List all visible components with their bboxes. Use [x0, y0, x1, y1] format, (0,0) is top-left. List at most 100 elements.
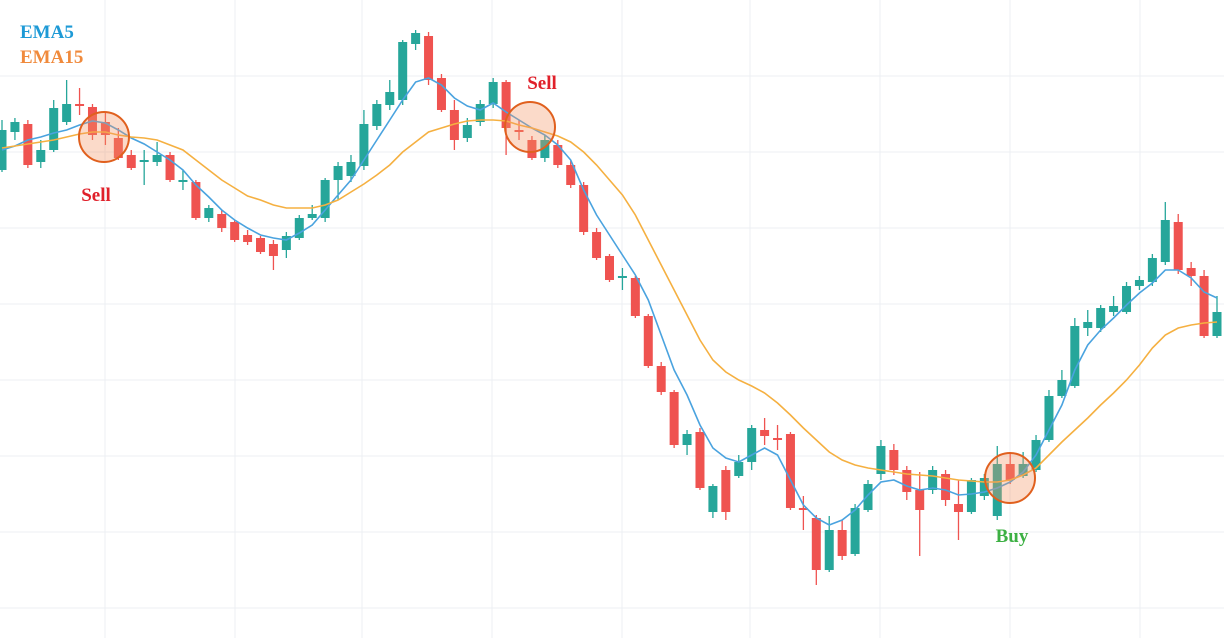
candle-body: [36, 150, 46, 162]
candle-body: [411, 33, 421, 44]
candle-body: [191, 182, 201, 218]
candles: [0, 30, 1222, 585]
candle-body: [75, 104, 85, 106]
candle-body: [915, 490, 925, 510]
candle-body: [1044, 396, 1054, 440]
candle-body: [953, 504, 963, 512]
candle-body: [307, 214, 317, 218]
candle-body: [734, 462, 744, 476]
legend-label: EMA5: [20, 22, 74, 43]
candle-body: [62, 104, 72, 122]
candle-body: [424, 36, 434, 80]
ema-line: [1, 77, 1218, 526]
candle-body: [449, 110, 459, 140]
candle-body: [811, 518, 821, 570]
candle-body: [1134, 280, 1144, 286]
candle-body: [876, 446, 886, 474]
ema-line: [1, 119, 1218, 483]
candle-body: [372, 104, 382, 126]
candle-body: [979, 478, 989, 496]
candle-body: [992, 464, 1002, 516]
candle-body: [566, 165, 576, 185]
candle-body: [540, 140, 550, 158]
candle-body: [605, 256, 614, 280]
candle-body: [217, 214, 227, 228]
candle-body: [113, 138, 123, 158]
candle-body: [863, 484, 873, 510]
candle-body: [889, 450, 899, 470]
candle-body: [1005, 464, 1015, 480]
candle-body: [1109, 306, 1119, 312]
candle-body: [1018, 464, 1028, 476]
candle-body: [669, 392, 679, 445]
candle-body: [256, 238, 266, 252]
candle-body: [359, 124, 369, 166]
candle-body: [1160, 220, 1170, 262]
candle-body: [747, 428, 757, 462]
candle-body: [436, 78, 446, 110]
candle-body: [1070, 326, 1080, 386]
candle-body: [501, 82, 511, 128]
candle-body: [902, 470, 912, 492]
candle-body: [126, 155, 136, 168]
candle-body: [1199, 276, 1209, 336]
candle-body: [488, 82, 498, 104]
candle-body: [268, 244, 278, 256]
candle-body: [643, 316, 653, 366]
candle-body: [281, 236, 291, 250]
candle-body: [617, 276, 627, 278]
signal-circle: [504, 101, 556, 153]
candle-body: [1212, 312, 1222, 336]
candle-body: [1147, 258, 1157, 282]
candle-body: [708, 486, 718, 512]
candle-body: [928, 470, 938, 490]
candle-body: [630, 278, 640, 316]
candle-body: [346, 162, 356, 176]
candle-body: [1173, 222, 1183, 270]
candle-body: [165, 155, 175, 180]
signal-label: Buy: [996, 526, 1029, 547]
candle-body: [553, 145, 563, 165]
signal-circle: [984, 452, 1036, 504]
candle-body: [773, 438, 783, 440]
candle-body: [385, 92, 395, 105]
candle-body: [941, 474, 951, 500]
legend-label: EMA15: [20, 47, 83, 68]
candle-body: [798, 508, 808, 510]
candle-body: [850, 508, 860, 554]
candle-body: [966, 480, 976, 512]
candle-body: [398, 42, 408, 100]
candle-body: [475, 104, 485, 122]
candle-body: [152, 155, 162, 162]
candle-body: [721, 470, 731, 512]
candle-body: [1186, 268, 1196, 276]
candle-body: [10, 122, 20, 132]
candle-body: [592, 232, 602, 258]
candle-body: [294, 218, 304, 238]
candle-body: [824, 530, 834, 570]
candle-body: [514, 130, 524, 132]
candle-body: [682, 434, 692, 445]
candle-body: [139, 160, 149, 162]
candle-body: [49, 108, 59, 150]
candle-body: [837, 530, 847, 556]
signal-label: Sell: [81, 185, 111, 206]
candle-body: [1057, 380, 1067, 396]
candle-body: [1096, 308, 1106, 328]
candle-body: [100, 122, 110, 135]
candle-body: [178, 180, 188, 182]
candle-body: [760, 430, 770, 436]
candle-body: [462, 125, 472, 138]
signal-label: Sell: [527, 73, 557, 94]
candle-body: [527, 140, 537, 158]
signal-circle: [78, 111, 130, 163]
candle-body: [243, 235, 253, 242]
candle-body: [785, 434, 795, 508]
candle-body: [320, 180, 330, 218]
candle-body: [1122, 286, 1132, 312]
candle-body: [204, 208, 214, 218]
candle-body: [1083, 322, 1093, 328]
candle-body: [230, 222, 240, 240]
